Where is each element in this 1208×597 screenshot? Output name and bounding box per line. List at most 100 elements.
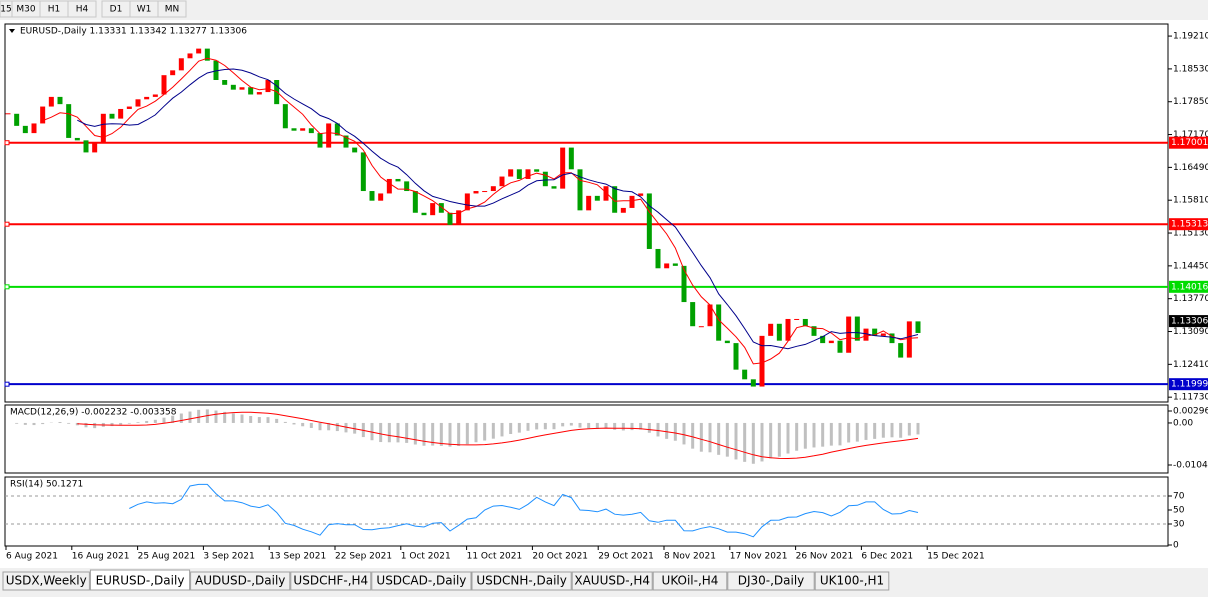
- candle: [318, 133, 323, 147]
- candle: [630, 196, 635, 208]
- candle: [430, 203, 435, 215]
- level-price-label: 1.11999: [1171, 380, 1208, 390]
- candle: [742, 370, 747, 380]
- candle: [136, 99, 141, 106]
- x-tick-label: 26 Nov 2021: [796, 552, 854, 562]
- candle: [673, 263, 678, 265]
- y-tick-label: 0.002966: [1173, 406, 1208, 416]
- candle: [500, 177, 505, 187]
- candle: [266, 80, 271, 92]
- macd-bar: [570, 423, 573, 426]
- rsi-label: RSI(14) 50.1271: [10, 480, 83, 490]
- macd-bar: [856, 423, 859, 442]
- candle: [352, 148, 357, 153]
- candle: [491, 186, 496, 191]
- chart-tab-label[interactable]: AUDUSD-,Daily: [195, 574, 285, 588]
- candle: [153, 94, 158, 96]
- timeframe-label[interactable]: H1: [48, 5, 61, 15]
- x-tick-label: 25 Aug 2021: [138, 552, 196, 562]
- macd-bar: [137, 422, 140, 423]
- macd-bar: [631, 423, 634, 430]
- timeframe-label[interactable]: D1: [110, 5, 123, 15]
- macd-bar: [145, 421, 148, 423]
- macd-bar: [501, 423, 504, 436]
- macd-bar: [414, 423, 417, 445]
- candle: [907, 321, 912, 357]
- macd-bar: [674, 423, 677, 441]
- candle: [118, 109, 123, 119]
- macd-bar: [241, 415, 244, 423]
- candle: [898, 343, 903, 357]
- chart-tab-label[interactable]: UKOil-,H4: [662, 574, 719, 588]
- candle: [786, 319, 791, 341]
- macd-bar: [787, 423, 790, 454]
- chart-tab-label[interactable]: USDCHF-,H4: [293, 574, 368, 588]
- candle: [14, 114, 19, 126]
- macd-bar: [301, 423, 304, 426]
- candle: [569, 148, 574, 170]
- candle: [855, 317, 860, 341]
- macd-bar: [717, 423, 720, 455]
- macd-bar: [440, 423, 443, 446]
- candle: [75, 138, 80, 140]
- timeframe-label[interactable]: H4: [76, 5, 89, 15]
- macd-bar: [93, 423, 96, 428]
- macd-bar: [284, 422, 287, 423]
- y-tick-label: 1.17850: [1173, 97, 1208, 107]
- candle: [838, 341, 843, 353]
- macd-bar: [657, 423, 660, 436]
- y-tick-label: 1.14450: [1173, 261, 1208, 271]
- macd-bar: [405, 423, 408, 443]
- macd-bar: [908, 423, 911, 436]
- candle: [231, 85, 236, 90]
- x-tick-label: 16 Aug 2021: [72, 552, 130, 562]
- candle: [170, 70, 175, 75]
- candle: [656, 249, 661, 268]
- candle: [777, 324, 782, 341]
- candle: [768, 324, 773, 336]
- chart-tab-label[interactable]: USDCAD-,Daily: [376, 574, 466, 588]
- chart-tab-label[interactable]: XAUUSD-,H4: [574, 574, 650, 588]
- candle: [482, 191, 487, 192]
- macd-bar: [319, 423, 322, 430]
- y-tick-label: 1.11730: [1173, 393, 1208, 403]
- candle: [23, 126, 28, 133]
- macd-bar: [492, 423, 495, 439]
- macd-bar: [735, 423, 738, 459]
- macd-bar: [561, 423, 564, 426]
- timeframe-label[interactable]: 15: [0, 5, 11, 15]
- macd-bar: [475, 423, 478, 442]
- timeframe-label[interactable]: M30: [16, 5, 35, 15]
- macd-bar: [917, 423, 920, 434]
- chart-tab-label[interactable]: UK100-,H1: [820, 574, 884, 588]
- macd-bar: [154, 420, 157, 423]
- macd-bar: [544, 423, 547, 429]
- x-tick-label: 20 Oct 2021: [532, 552, 588, 562]
- candle: [664, 263, 669, 268]
- candle: [534, 169, 539, 171]
- chart-tab-label[interactable]: EURUSD-,Daily: [96, 574, 185, 588]
- macd-bar: [648, 423, 651, 433]
- chart-tab-label[interactable]: USDCNH-,Daily: [476, 574, 567, 588]
- macd-bar: [41, 423, 44, 424]
- macd-bar: [899, 423, 902, 438]
- chart-tab-label[interactable]: USDX,Weekly: [6, 574, 87, 588]
- timeframe-label[interactable]: MN: [165, 5, 180, 15]
- macd-bar: [180, 414, 183, 423]
- candle: [517, 169, 522, 179]
- macd-bar: [839, 423, 842, 445]
- y-tick-label: 30: [1173, 520, 1185, 530]
- macd-bar: [509, 423, 512, 434]
- candle: [751, 379, 756, 386]
- chart-tab-label[interactable]: DJ30-,Daily: [738, 574, 805, 588]
- x-tick-label: 22 Sep 2021: [335, 552, 392, 562]
- x-tick-label: 13 Sep 2021: [269, 552, 326, 562]
- y-tick-label: 0.00: [1173, 418, 1193, 428]
- candle: [378, 193, 383, 200]
- level-handle: [5, 285, 9, 289]
- x-tick-label: 8 Nov 2021: [664, 552, 716, 562]
- y-tick-label: 1.13770: [1173, 294, 1208, 304]
- timeframe-label[interactable]: W1: [137, 5, 152, 15]
- macd-bar: [743, 423, 746, 462]
- macd-bar: [293, 423, 296, 424]
